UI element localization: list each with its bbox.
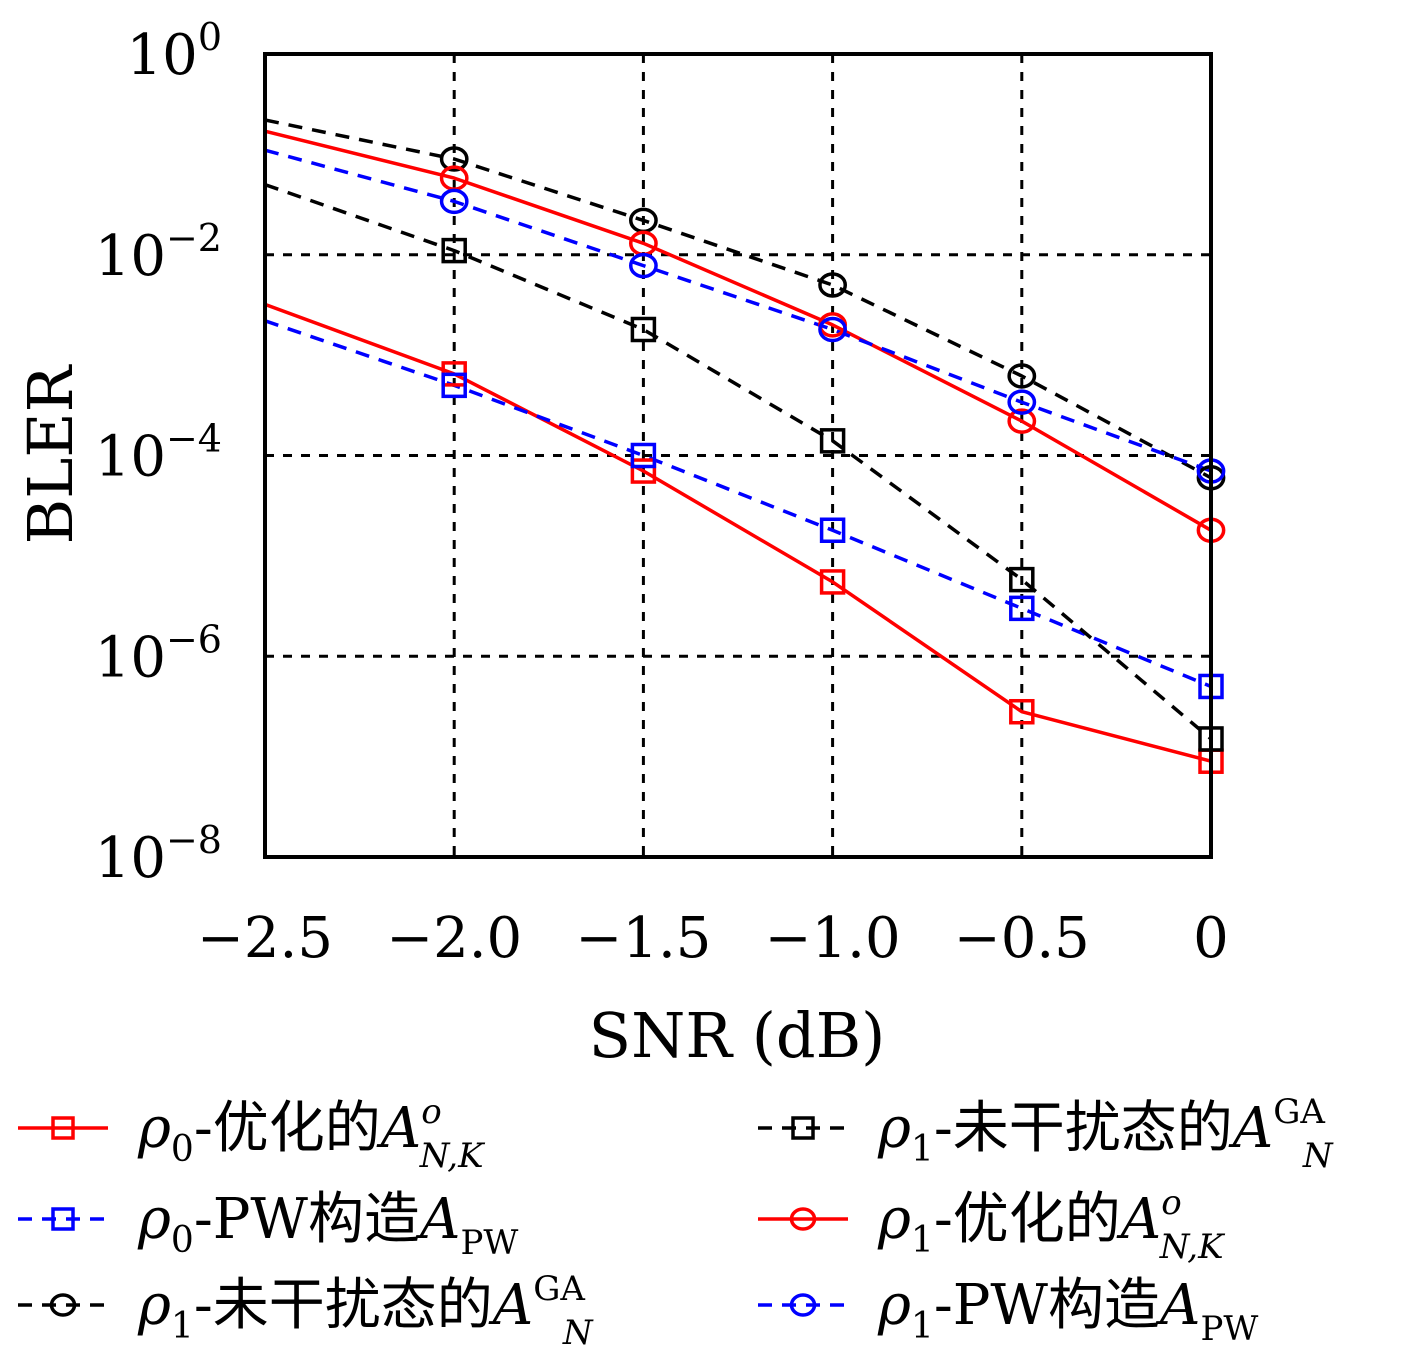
x-tick-label: 0: [1193, 906, 1229, 971]
legend-item: ρ0-优化的Ao N,K: [18, 1092, 486, 1176]
x-tick-label: −1.5: [575, 906, 711, 971]
y-tick-label: 10−2: [95, 216, 222, 289]
y-tick-label: 10−4: [95, 417, 222, 490]
data-point: [1009, 698, 1035, 725]
x-axis-label: SNR (dB): [589, 999, 886, 1072]
series-line-3: [265, 182, 1211, 741]
data-point: [818, 272, 847, 298]
series-line-4: [265, 129, 1211, 532]
legend-marker: [51, 1207, 75, 1231]
y-tick-label: 10−6: [95, 617, 222, 690]
data-point: [819, 517, 846, 544]
legend-item: ρ1-未干扰态的AGA N: [18, 1269, 594, 1353]
series-line-1: [265, 319, 1211, 689]
y-axis-label: BLER: [14, 363, 87, 544]
data-point: [629, 252, 658, 279]
data-point: [1007, 389, 1037, 415]
data-point: [1009, 595, 1035, 622]
legend-label: ρ1-优化的Ao N,K: [877, 1183, 1226, 1267]
x-tick-labels: −2.5 −2.0 −1.5 −1.0 −0.5 0: [197, 906, 1229, 971]
data-point: [1009, 566, 1035, 593]
legend-marker: [791, 1116, 815, 1140]
legend-item: ρ1-PW构造APW: [758, 1273, 1258, 1349]
legend-label: ρ1-未干扰态的AGA N: [877, 1092, 1334, 1176]
x-tick-label: −2.0: [386, 906, 522, 971]
data-point: [439, 146, 469, 172]
grid-lines: [265, 54, 1211, 857]
data-point: [630, 442, 657, 469]
legend-label: ρ0-优化的Ao N,K: [137, 1092, 486, 1176]
legend-item: ρ0-PW构造APW: [18, 1187, 518, 1263]
legend-marker: [51, 1116, 75, 1140]
series-lines: [265, 118, 1211, 763]
x-tick-label: −1.0: [765, 906, 901, 971]
data-point: [818, 316, 847, 343]
data-point: [1007, 408, 1037, 434]
series-line-5: [265, 148, 1211, 473]
data-point: [1007, 363, 1037, 389]
data-point: [819, 569, 846, 595]
legend-item: ρ1-未干扰态的AGA N: [758, 1092, 1334, 1176]
data-point: [439, 188, 469, 215]
data-point: [819, 428, 846, 454]
data-point: [441, 237, 467, 264]
data-point: [441, 372, 467, 399]
x-tick-label: −2.5: [197, 906, 333, 971]
legend: ρ0-优化的Ao N,K ρ1-未干扰态的AGA Nρ0-PW构造APW ρ1-优化的A…: [18, 1092, 1334, 1353]
legend-marker: [789, 1293, 817, 1317]
plot-frame: [263, 52, 1213, 859]
y-tick-label: 100: [127, 15, 222, 88]
series-line-2: [265, 118, 1211, 480]
x-tick-label: −0.5: [954, 906, 1090, 971]
legend-label: ρ0-PW构造APW: [137, 1187, 518, 1263]
y-tick-label: 10−8: [95, 818, 222, 891]
data-point: [630, 316, 657, 343]
y-tick-labels: 100 10−2 10−4 10−6 10−8: [95, 15, 222, 891]
legend-marker: [49, 1293, 77, 1317]
data-point: [630, 458, 657, 484]
legend-label: ρ1-PW构造APW: [877, 1273, 1258, 1349]
legend-item: ρ1-优化的Ao N,K: [758, 1183, 1226, 1267]
legend-marker: [789, 1207, 817, 1231]
series-line-0: [265, 302, 1211, 763]
legend-label: ρ1-未干扰态的AGA N: [137, 1269, 594, 1353]
